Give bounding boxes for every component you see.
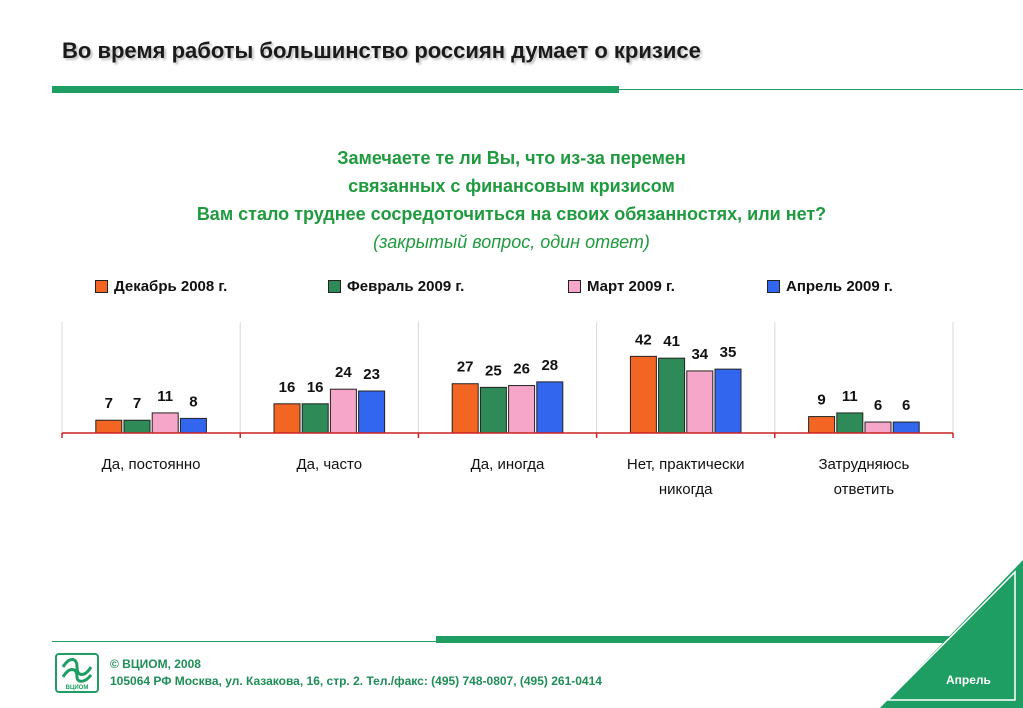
category-label: ответить xyxy=(834,481,895,498)
data-label: 34 xyxy=(691,346,708,363)
data-label: 27 xyxy=(457,359,474,376)
data-label: 25 xyxy=(485,362,502,379)
legend-swatch-dec-2008 xyxy=(95,280,108,293)
question-line-1: Замечаете те ли Вы, что из-за перемен xyxy=(337,148,686,168)
data-label: 23 xyxy=(363,366,380,383)
question-line-3: Вам стало труднее сосредоточиться на сво… xyxy=(196,204,827,224)
data-label: 24 xyxy=(335,364,352,381)
footer-copyright: © ВЦИОМ, 2008 xyxy=(110,657,201,671)
chart-legend: Декабрь 2008 г. Февраль 2009 г. Март 200… xyxy=(0,278,1023,300)
legend-label-apr-2009: Апрель 2009 г. xyxy=(786,278,893,295)
title-divider-thick xyxy=(52,86,619,93)
corner-triangle-outline xyxy=(886,570,1016,701)
logo-text: ВЦИОМ xyxy=(66,685,89,691)
footer-contacts: © ВЦИОМ, 2008 105064 РФ Москва, ул. Каза… xyxy=(110,656,602,690)
bar xyxy=(479,386,507,434)
legend-item-mar-2009: Март 2009 г. xyxy=(568,278,675,295)
legend-item-apr-2009: Апрель 2009 г. xyxy=(767,278,893,295)
data-label: 6 xyxy=(874,397,882,414)
legend-swatch-feb-2009 xyxy=(328,280,341,293)
month-label: Апрель xyxy=(946,673,991,687)
footer-divider-thin xyxy=(52,641,436,642)
legend-label-dec-2008: Декабрь 2008 г. xyxy=(114,278,228,295)
category-label: Да, постоянно xyxy=(102,456,201,473)
data-label: 16 xyxy=(307,379,324,396)
category-label: никогда xyxy=(659,481,713,498)
footer-divider-thick xyxy=(436,636,1023,643)
question-line-2: связанных с финансовым кризисом xyxy=(348,176,675,196)
legend-item-dec-2008: Декабрь 2008 г. xyxy=(95,278,227,295)
data-label: 11 xyxy=(157,388,173,405)
data-label: 41 xyxy=(663,333,680,350)
category-label: Нет, практически xyxy=(627,456,745,473)
category-label: Да, часто xyxy=(297,456,363,473)
legend-item-feb-2009: Февраль 2009 г. xyxy=(328,278,464,295)
bar xyxy=(714,368,742,434)
bar xyxy=(629,355,657,434)
legend-label-feb-2009: Февраль 2009 г. xyxy=(347,278,465,295)
data-label: 16 xyxy=(279,379,296,396)
bar xyxy=(358,390,386,434)
question-block: Замечаете те ли Вы, что из-за перемен св… xyxy=(0,144,1023,256)
data-label: 7 xyxy=(105,395,113,412)
bar xyxy=(301,403,329,434)
data-label: 8 xyxy=(189,393,197,410)
legend-swatch-apr-2009 xyxy=(767,280,780,293)
data-label: 28 xyxy=(541,357,558,374)
data-label: 42 xyxy=(635,331,652,348)
page-title: Во время работы большинство россиян дума… xyxy=(62,38,701,63)
data-label: 7 xyxy=(133,395,141,412)
data-label: 6 xyxy=(902,397,910,414)
footer-address: 105064 РФ Москва, ул. Казакова, 16, стр.… xyxy=(110,674,602,688)
category-label: Затрудняюсь xyxy=(818,456,909,473)
bar xyxy=(451,383,479,434)
question-note: (закрытый вопрос, один ответ) xyxy=(373,232,650,252)
title-divider-thin xyxy=(619,89,1023,90)
data-label: 11 xyxy=(842,388,858,405)
bar xyxy=(686,370,714,434)
bar xyxy=(658,357,686,434)
legend-label-mar-2009: Март 2009 г. xyxy=(587,278,675,295)
legend-swatch-mar-2009 xyxy=(568,280,581,293)
category-label: Да, иногда xyxy=(471,456,545,473)
data-label: 9 xyxy=(817,392,825,409)
vciom-logo: ВЦИОМ xyxy=(55,653,99,693)
bar xyxy=(536,381,564,434)
data-label: 35 xyxy=(720,344,737,361)
data-label: 26 xyxy=(513,361,530,378)
bar xyxy=(329,388,357,434)
bar xyxy=(508,385,536,434)
